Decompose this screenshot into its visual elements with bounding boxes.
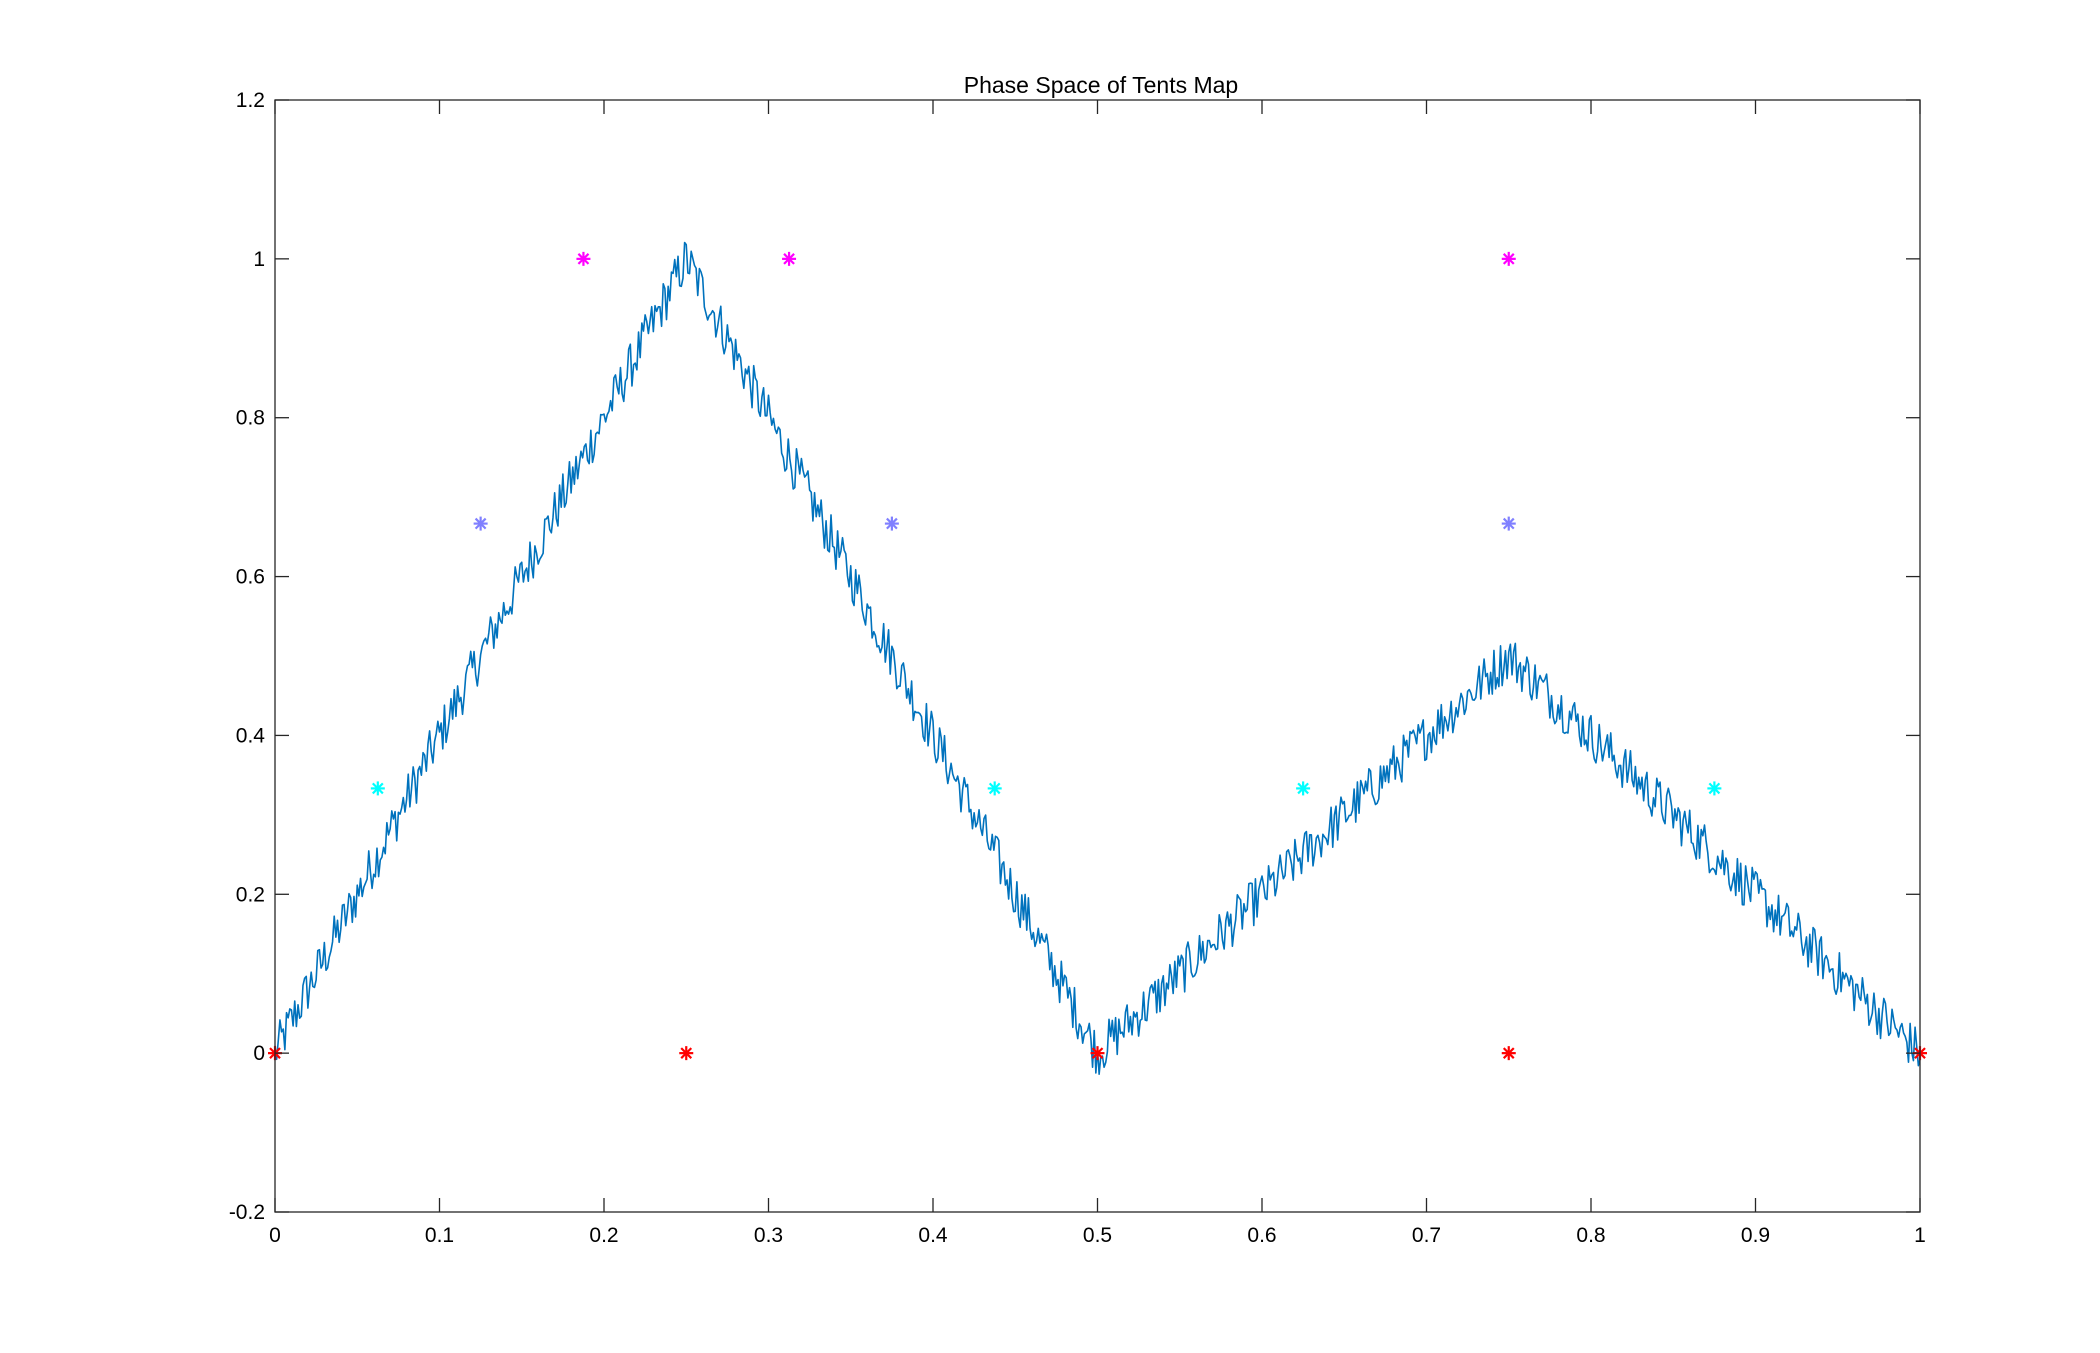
asterisk-marker [884,516,899,531]
marker-stroke [1091,1047,1104,1059]
y-tick-label: 0.8 [236,407,265,430]
asterisk-marker [679,1046,694,1061]
x-tick-label: 0.6 [1247,1224,1276,1247]
marker-stroke [886,517,898,530]
x-tick-label: 1 [1914,1224,1926,1247]
asterisk-marker [1501,251,1516,266]
y-tick-label: 0 [253,1042,265,1065]
x-tick-label: 0.8 [1576,1224,1605,1247]
x-tick-label: 0.9 [1741,1224,1770,1247]
series-line [274,241,1921,1075]
x-tick-label: 0.4 [918,1224,948,1247]
marker-stroke [988,782,1001,795]
asterisk-marker [473,516,488,531]
axes-box [274,99,1921,1213]
asterisk-marker [1296,781,1311,796]
x-tick-label: 0.3 [754,1224,783,1247]
x-tick-label: 0 [269,1224,281,1247]
marker-stroke [1502,517,1515,530]
marker-stroke [474,517,487,530]
asterisk-marker [782,251,797,266]
y-tick-label: 1.2 [236,89,265,112]
plot-area [268,241,1927,1075]
marker-stroke [1297,782,1309,795]
x-tick-label: 0.7 [1412,1224,1441,1247]
marker-stroke [1708,782,1721,795]
axes: 0 0.1 0.2 0.3 0.4 0.5 0.6 0.7 0.8 0.9 1-0.200.20.4… [229,89,1926,1247]
y-tick-label: 0.4 [236,724,266,747]
marker-stroke [1502,253,1515,265]
asterisk-marker [1501,516,1516,531]
marker-stroke [1502,1047,1515,1059]
y-tick-label: 1 [253,248,265,271]
marker-stroke [371,782,384,795]
x-tick-label: 0.1 [425,1224,454,1247]
marker-stroke [783,253,795,265]
asterisk-marker [1707,781,1722,796]
x-tick-label: 0.5 [1083,1224,1112,1247]
asterisk-marker [1501,1046,1516,1061]
asterisk-marker [1090,1046,1105,1061]
marker-stroke [577,253,590,265]
asterisk-marker [370,781,385,796]
chart-title: Phase Space of Tents Map [964,72,1238,98]
y-tick-label: -0.2 [229,1201,265,1224]
marker-stroke [680,1047,693,1059]
x-tick-label: 0.2 [589,1224,618,1247]
y-tick-label: 0.6 [236,566,265,589]
y-tick-label: 0.2 [236,883,265,906]
asterisk-marker [987,781,1002,796]
asterisk-marker [576,251,591,266]
